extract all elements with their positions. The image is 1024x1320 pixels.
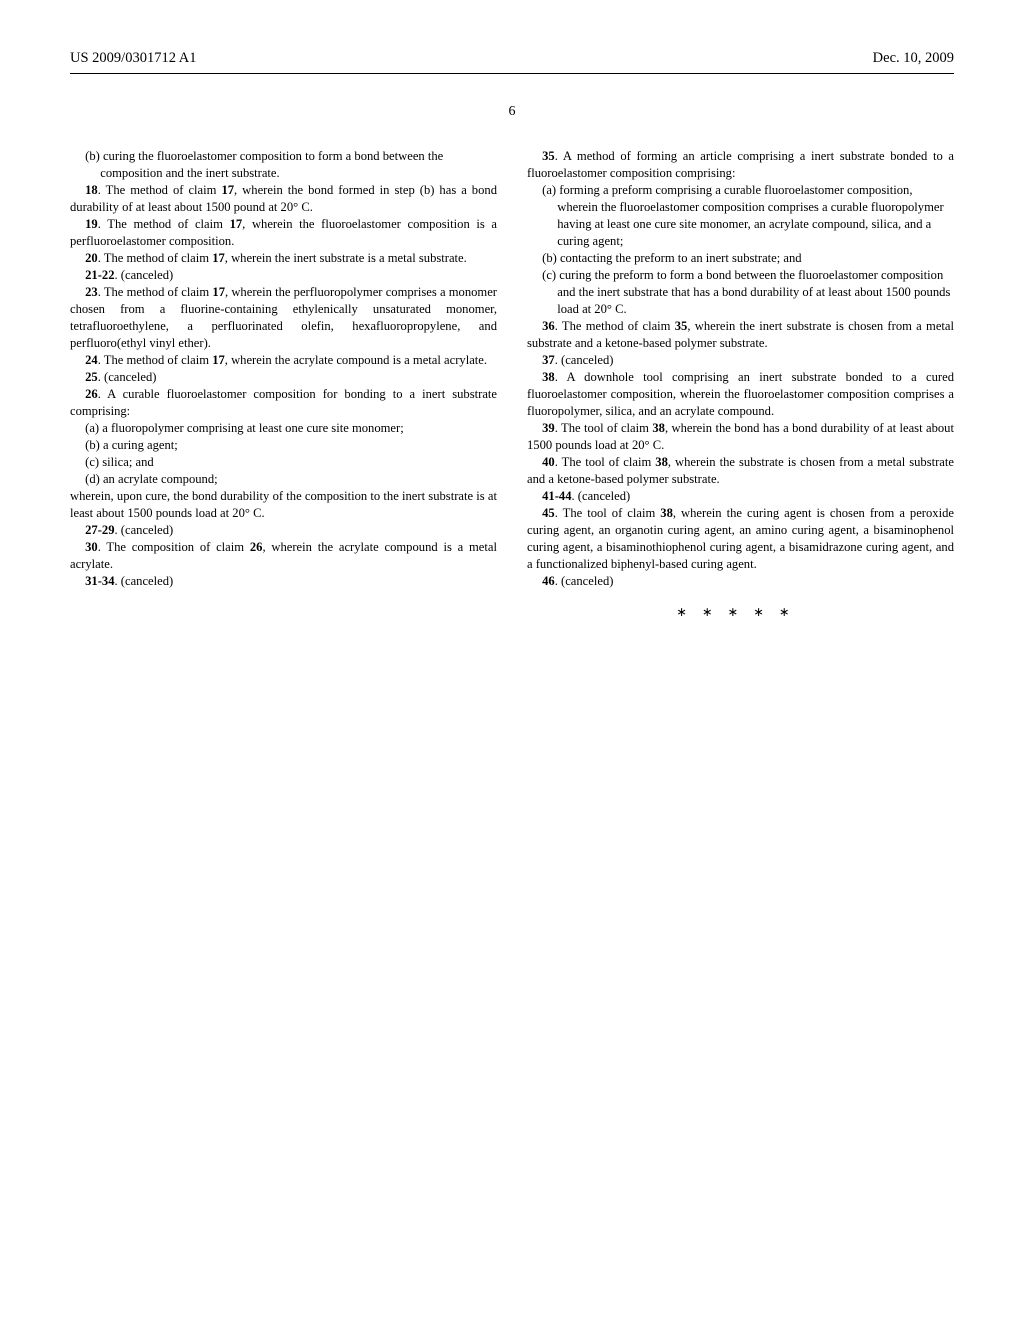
claim-text: . (canceled) (115, 523, 174, 537)
body-columns: (b) curing the fluoroelastomer compositi… (70, 148, 954, 621)
claim-text: . The method of claim 17, wherein the bo… (70, 183, 497, 214)
claim-26-b: (b) a curing agent; (70, 437, 497, 454)
claim-text: . (canceled) (572, 489, 631, 503)
claim-text: . The tool of claim 38, wherein the curi… (527, 506, 954, 571)
claim-number: 36 (542, 319, 555, 333)
claim-number: 45 (542, 506, 555, 520)
claim-38: 38. A downhole tool comprising an inert … (527, 369, 954, 420)
claim-text: . A downhole tool comprising an inert su… (527, 370, 954, 418)
page: US 2009/0301712 A1 Dec. 10, 2009 6 (b) c… (0, 0, 1024, 621)
claim-number: 26 (85, 387, 98, 401)
claim-20: 20. The method of claim 17, wherein the … (70, 250, 497, 267)
claim-37: 37. (canceled) (527, 352, 954, 369)
claim-text: . (canceled) (115, 268, 174, 282)
claim-36: 36. The method of claim 35, wherein the … (527, 318, 954, 352)
claim-number: 23 (85, 285, 98, 299)
claim-number: 46 (542, 574, 555, 588)
claim-23: 23. The method of claim 17, wherein the … (70, 284, 497, 352)
claim-35: 35. A method of forming an article compr… (527, 148, 954, 182)
claim-text: . The method of claim 35, wherein the in… (527, 319, 954, 350)
claim-number: 25 (85, 370, 98, 384)
claim-17-b: (b) curing the fluoroelastomer compositi… (70, 148, 497, 182)
claim-26-wherein: wherein, upon cure, the bond durability … (70, 488, 497, 522)
claim-number: 41-44 (542, 489, 571, 503)
publication-date: Dec. 10, 2009 (873, 50, 954, 67)
claim-number: 31-34 (85, 574, 114, 588)
end-stars: ∗∗∗∗∗ (527, 604, 954, 621)
claim-41-44: 41-44. (canceled) (527, 488, 954, 505)
claim-number: 20 (85, 251, 98, 265)
claim-number: 27-29 (85, 523, 114, 537)
claim-number: 39 (542, 421, 555, 435)
claim-18: 18. The method of claim 17, wherein the … (70, 182, 497, 216)
claim-46: 46. (canceled) (527, 573, 954, 590)
claim-text: . (canceled) (555, 353, 614, 367)
claim-text: . The tool of claim 38, wherein the subs… (527, 455, 954, 486)
claim-text: . (canceled) (98, 370, 157, 384)
claim-text: . (canceled) (115, 574, 174, 588)
claim-text: . The composition of claim 26, wherein t… (70, 540, 497, 571)
claim-26-d: (d) an acrylate compound; (70, 471, 497, 488)
claim-number: 37 (542, 353, 555, 367)
claim-24: 24. The method of claim 17, wherein the … (70, 352, 497, 369)
claim-19: 19. The method of claim 17, wherein the … (70, 216, 497, 250)
claim-40: 40. The tool of claim 38, wherein the su… (527, 454, 954, 488)
claim-text: . A method of forming an article compris… (527, 149, 954, 180)
publication-number: US 2009/0301712 A1 (70, 50, 197, 67)
claim-number: 40 (542, 455, 555, 469)
claim-35-b: (b) contacting the preform to an inert s… (527, 250, 954, 267)
claim-number: 18 (85, 183, 98, 197)
page-number: 6 (70, 104, 954, 120)
claim-number: 21-22 (85, 268, 114, 282)
claim-number: 38 (542, 370, 555, 384)
page-header: US 2009/0301712 A1 Dec. 10, 2009 (70, 50, 954, 67)
claim-21-22: 21-22. (canceled) (70, 267, 497, 284)
claim-31-34: 31-34. (canceled) (70, 573, 497, 590)
claim-text: . A curable fluoroelastomer composition … (70, 387, 497, 418)
claim-text: . The method of claim 17, wherein the ac… (98, 353, 487, 367)
header-rule (70, 73, 954, 74)
claim-27-29: 27-29. (canceled) (70, 522, 497, 539)
claim-30: 30. The composition of claim 26, wherein… (70, 539, 497, 573)
claim-26: 26. A curable fluoroelastomer compositio… (70, 386, 497, 420)
claim-number: 35 (542, 149, 555, 163)
claim-number: 24 (85, 353, 98, 367)
claim-text: . (canceled) (555, 574, 614, 588)
claim-number: 19 (85, 217, 98, 231)
claim-number: 30 (85, 540, 98, 554)
claim-text: . The method of claim 17, wherein the in… (98, 251, 467, 265)
claim-text: . The method of claim 17, wherein the fl… (70, 217, 497, 248)
claim-26-c: (c) silica; and (70, 454, 497, 471)
claim-25: 25. (canceled) (70, 369, 497, 386)
claim-45: 45. The tool of claim 38, wherein the cu… (527, 505, 954, 573)
claim-text: . The method of claim 17, wherein the pe… (70, 285, 497, 350)
claim-35-c: (c) curing the preform to form a bond be… (527, 267, 954, 318)
claim-text: . The tool of claim 38, wherein the bond… (527, 421, 954, 452)
claim-39: 39. The tool of claim 38, wherein the bo… (527, 420, 954, 454)
claim-26-a: (a) a fluoropolymer comprising at least … (70, 420, 497, 437)
claim-35-a: (a) forming a preform comprising a curab… (527, 182, 954, 250)
